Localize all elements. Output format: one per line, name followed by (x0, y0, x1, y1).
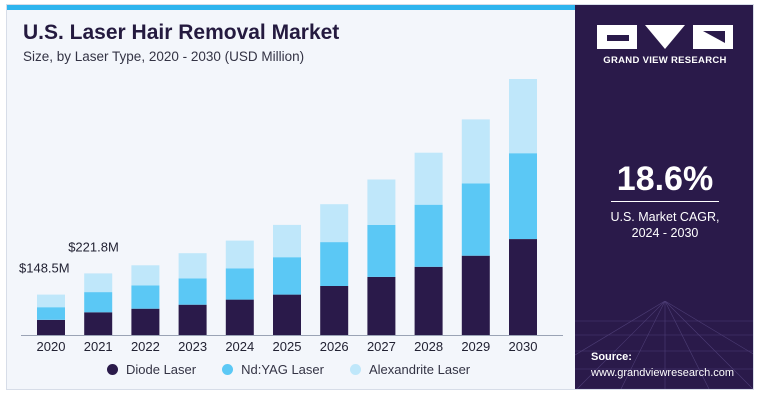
legend-swatch-diode (107, 364, 118, 375)
bar-alexandrite-2024 (225, 240, 254, 269)
chart-subtitle: Size, by Laser Type, 2020 - 2030 (USD Mi… (23, 49, 305, 64)
bar-diode-2025 (273, 294, 301, 335)
bar-alexandrite-2027 (367, 179, 396, 225)
chart-title: U.S. Laser Hair Removal Market (23, 21, 340, 44)
x-tick-label-2028: 2028 (414, 339, 443, 354)
cagr-label-line1: U.S. Market CAGR, (610, 210, 720, 224)
grand-view-research-logo (597, 25, 733, 49)
bar-diode-2026 (320, 286, 349, 335)
x-tick-label-2026: 2026 (320, 339, 349, 354)
source-title: Source: (591, 351, 632, 363)
bar-ndyag-2030 (509, 153, 537, 239)
data-label-2020: $148.5M (19, 261, 70, 276)
bar-alexandrite-2026 (320, 204, 349, 243)
legend-swatch-alexandrite (349, 364, 361, 375)
bar-alexandrite-2020 (37, 294, 65, 308)
bar-ndyag-2029 (461, 183, 490, 256)
cagr-divider (611, 201, 719, 202)
x-tick-label-2024: 2024 (225, 339, 254, 354)
bar-alexandrite-2025 (273, 224, 301, 258)
bar-ndyag-2025 (273, 257, 301, 295)
legend-swatch-ndyag (222, 364, 234, 375)
data-label-2021: $221.8M (68, 239, 119, 254)
brand-panel: GRAND VIEW RESEARCH 18.6% U.S. Market CA… (575, 5, 753, 389)
x-tick-label-2029: 2029 (461, 339, 490, 354)
x-tick-label-2023: 2023 (178, 339, 207, 354)
x-tick-label-2025: 2025 (273, 339, 302, 354)
grid-floor-decoration (575, 301, 753, 389)
x-tick-label-2022: 2022 (131, 339, 160, 354)
legend-item-diode: Diode Laser (107, 362, 196, 377)
bar-chart: 2020 $148.5M 2021 $221.8M 2022 2023 2024 2025 20… (19, 79, 563, 354)
bar-ndyag-2027 (367, 224, 396, 277)
bar-alexandrite-2030 (509, 79, 537, 154)
legend-label-alexandrite: Alexandrite Laser (368, 362, 471, 377)
bar-ndyag-2026 (320, 242, 349, 286)
x-tick-label-2027: 2027 (367, 339, 396, 354)
bar-diode-2027 (367, 276, 396, 335)
source-url: www.grandviewresearch.com (591, 367, 735, 379)
bar-diode-2029 (461, 255, 490, 335)
bar-alexandrite-2023 (178, 253, 207, 279)
bar-alexandrite-2022 (131, 265, 160, 286)
cagr-label: U.S. Market CAGR, 2024 - 2030 (575, 209, 753, 241)
x-tick-label-2030: 2030 (509, 339, 538, 354)
cagr-label-line2: 2024 - 2030 (631, 226, 699, 240)
bar-alexandrite-2021 (84, 273, 113, 293)
bar-diode-2030 (509, 239, 537, 336)
cagr-value: 18.6% (616, 160, 714, 198)
chart-frame: U.S. Laser Hair Removal Market Size, by … (6, 4, 754, 390)
x-tick-label-2021: 2021 (84, 339, 113, 354)
bar-diode-2022 (131, 308, 160, 335)
legend-label-diode: Diode Laser (126, 362, 197, 377)
legend: Diode Laser Nd:YAG Laser Alexandrite Las… (107, 362, 470, 377)
legend-item-alexandrite: Alexandrite Laser (349, 362, 471, 377)
bar-ndyag-2022 (131, 285, 160, 309)
x-tick-label-2020: 2020 (37, 339, 66, 354)
bar-alexandrite-2028 (414, 152, 443, 205)
accent-bar (7, 5, 575, 10)
bar-diode-2028 (414, 266, 443, 335)
bar-diode-2023 (178, 304, 207, 335)
bar-ndyag-2024 (225, 268, 254, 300)
bar-diode-2020 (37, 319, 65, 336)
bar-ndyag-2023 (178, 278, 207, 305)
bar-diode-2021 (84, 312, 113, 335)
brand-name: GRAND VIEW RESEARCH (603, 55, 727, 66)
bar-alexandrite-2029 (461, 119, 490, 184)
legend-item-ndyag: Nd:YAG Laser (222, 362, 324, 377)
bar-ndyag-2028 (414, 204, 443, 267)
bar-diode-2024 (225, 299, 254, 335)
legend-label-ndyag: Nd:YAG Laser (241, 362, 324, 377)
bar-ndyag-2021 (84, 292, 113, 313)
bar-ndyag-2020 (37, 307, 65, 320)
